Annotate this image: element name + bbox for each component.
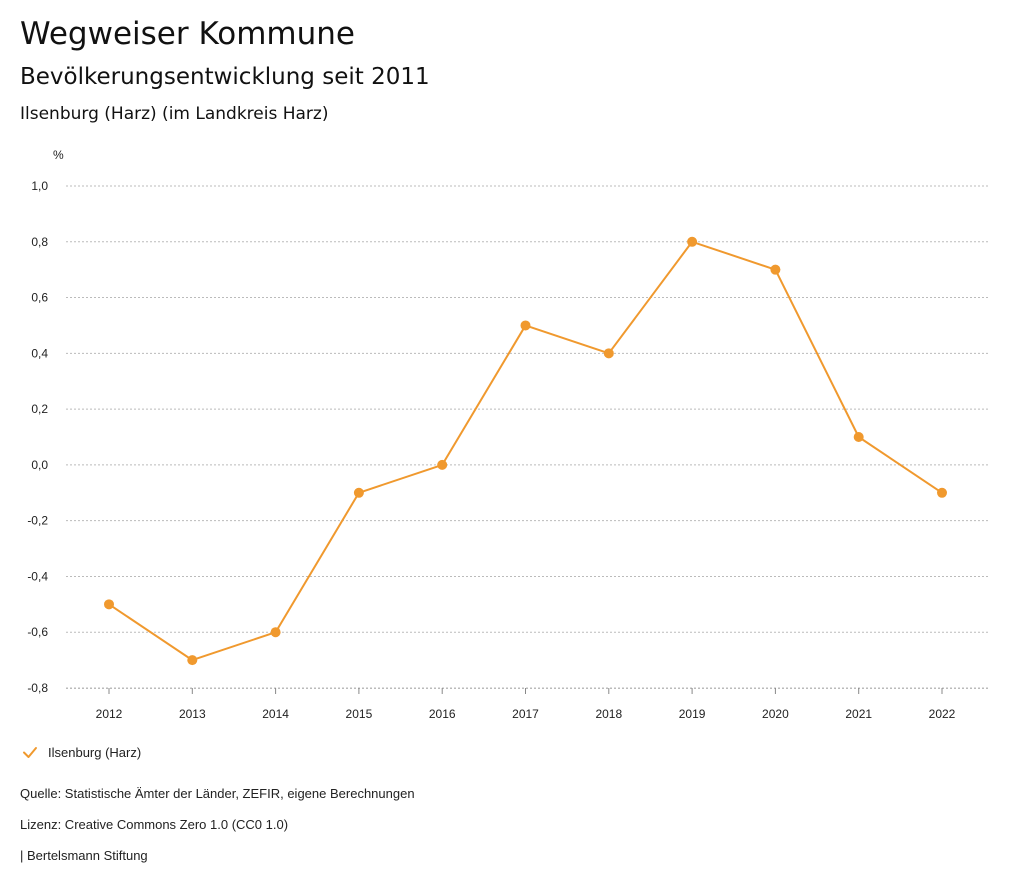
data-point[interactable] [770,264,781,275]
y-tick-label: 0,2 [31,402,48,416]
grid-layer [66,185,990,694]
y-tick-label: -0,4 [27,569,48,583]
y-tick-label: -0,6 [27,625,48,639]
x-tick-label: 2014 [262,707,289,721]
x-tick-label: 2022 [929,707,956,721]
x-tick-label: 2018 [595,707,622,721]
brand-note: | Bertelsmann Stiftung [20,848,148,863]
y-tick-label: 0,0 [31,458,48,472]
data-point[interactable] [187,655,198,666]
data-point[interactable] [603,348,614,359]
data-point[interactable] [437,459,448,470]
y-tick-label: -0,2 [27,514,48,528]
license-note: Lizenz: Creative Commons Zero 1.0 (CC0 1… [20,817,289,832]
legend-label: Ilsenburg (Harz) [48,744,142,760]
line-chart: % 1,0 0,8 0,6 0,4 0,2 0,0 -0,2 -0,4 -0,6 -0,8 201… [27,148,990,721]
x-tick-label: 2021 [845,707,872,721]
data-point[interactable] [270,627,281,638]
y-tick-label: 0,8 [31,235,48,249]
data-point[interactable] [104,599,114,610]
x-tick-label: 2020 [762,707,789,721]
region-heading: Ilsenburg (Harz) (im Landkreis Harz) [20,104,329,124]
checkmark-icon [23,747,37,758]
x-tick-label: 2015 [346,707,373,721]
chart-legend[interactable]: Ilsenburg (Harz) [22,744,141,760]
chart-subtitle: Bevölkerungsentwicklung seit 2011 [20,64,430,90]
y-tick-label: 1,0 [31,179,48,193]
x-tick-label: 2017 [512,707,539,721]
x-tick-label: 2019 [679,707,706,721]
y-tick-label: 0,4 [31,346,48,360]
source-note: Quelle: Statistische Ämter der Länder, Z… [20,786,415,801]
x-tick-label: 2016 [429,707,456,721]
data-point[interactable] [520,320,531,331]
series-line [108,240,943,662]
page-title: Wegweiser Kommune [20,16,355,52]
x-axis-labels: 2012 2013 2014 2015 2016 2017 2018 2019 2020 2021… [96,707,956,721]
y-tick-label: -0,8 [27,681,48,695]
y-axis-labels: 1,0 0,8 0,6 0,4 0,2 0,0 -0,2 -0,4 -0,6 -0,8 [27,179,48,695]
series-line-layer [108,240,943,662]
y-axis-unit-label: % [53,148,64,162]
data-point[interactable] [937,487,947,498]
data-point[interactable] [353,487,364,498]
data-point[interactable] [687,236,698,247]
series-points-layer [104,236,947,666]
data-point[interactable] [853,432,864,442]
x-tick-label: 2012 [96,707,123,721]
x-tick-label: 2013 [179,707,206,721]
y-tick-label: 0,6 [31,291,48,305]
